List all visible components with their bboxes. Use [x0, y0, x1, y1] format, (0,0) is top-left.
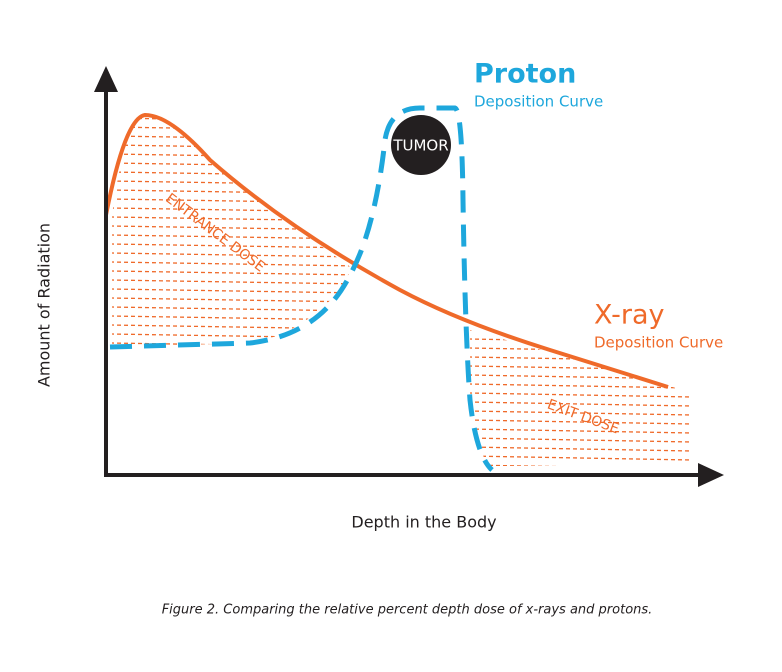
y-axis-label: Amount of Radiation [35, 223, 54, 387]
hatch-line [112, 270, 352, 276]
hatch-line [112, 225, 352, 231]
xray-title: X-ray [594, 300, 665, 331]
hatch-line [112, 198, 352, 204]
hatch-line [112, 153, 352, 159]
y-arrow [94, 66, 118, 92]
hatch-line [112, 171, 352, 177]
proton-title: Proton [474, 59, 576, 90]
x-axis-label: Depth in the Body [351, 513, 496, 532]
proton-subtitle: Deposition Curve [474, 93, 603, 111]
hatch-line [470, 455, 690, 461]
hatch-line [112, 288, 352, 294]
hatch-line [470, 419, 690, 425]
hatch-line [470, 392, 690, 398]
hatch-line [470, 365, 690, 371]
proton-curve [109, 105, 494, 472]
hatch-line [112, 315, 352, 321]
entrance-label: ENTRANCE DOSE [162, 191, 267, 276]
x-arrow [698, 463, 724, 487]
hatch-line [112, 297, 352, 303]
hatch-line [470, 428, 690, 434]
hatch-line [112, 126, 352, 132]
hatch-line [112, 135, 352, 141]
hatch-line [470, 437, 690, 443]
hatch-line [112, 189, 352, 195]
hatch-line [112, 324, 352, 330]
tumor [391, 115, 451, 175]
hatch-line [470, 464, 690, 466]
hatch-line [470, 410, 690, 416]
hatch-line [112, 162, 352, 168]
caption: Figure 2. Comparing the relative percent… [162, 603, 653, 618]
tumor-label: TUMOR [392, 137, 448, 155]
xray-subtitle: Deposition Curve [594, 334, 723, 352]
hatch-line [112, 279, 352, 285]
hatch-line [112, 333, 352, 339]
xray-curve [104, 112, 669, 389]
hatch-line [112, 207, 352, 213]
hatch-line [112, 117, 352, 123]
hatch-line [112, 144, 352, 150]
hatch-line [112, 261, 352, 267]
hatch-line [470, 383, 690, 389]
hatch-line [470, 446, 690, 452]
hatch-line [470, 401, 690, 407]
hatch-line [470, 374, 690, 380]
hatch-line [112, 216, 352, 222]
